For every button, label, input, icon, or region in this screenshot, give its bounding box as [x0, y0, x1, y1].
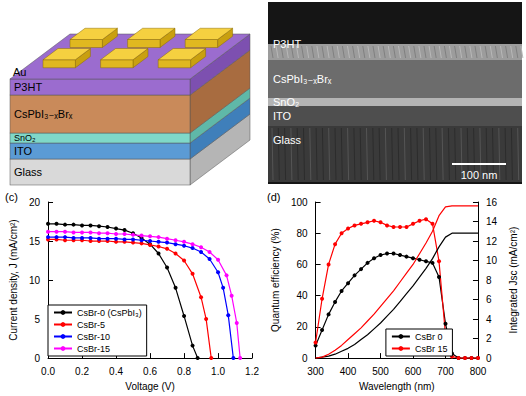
svg-text:10: 10 [486, 255, 498, 266]
svg-text:5: 5 [34, 314, 40, 325]
svg-text:1.2: 1.2 [245, 366, 259, 377]
svg-text:8: 8 [486, 275, 492, 286]
svg-text:0.4: 0.4 [109, 366, 123, 377]
svg-text:P3HT: P3HT [273, 38, 301, 50]
svg-text:600: 600 [405, 366, 422, 377]
svg-text:CsPbI₃₋ₓBrₓ: CsPbI₃₋ₓBrₓ [14, 108, 73, 120]
svg-text:20: 20 [296, 321, 308, 332]
svg-text:15: 15 [29, 236, 41, 247]
svg-text:20: 20 [29, 197, 41, 208]
svg-text:0: 0 [302, 353, 308, 364]
svg-text:Voltage (V): Voltage (V) [125, 381, 174, 392]
svg-text:2: 2 [486, 333, 492, 344]
svg-text:40: 40 [296, 290, 308, 301]
svg-text:0.0: 0.0 [41, 366, 55, 377]
svg-text:60: 60 [296, 259, 308, 270]
svg-text:0: 0 [486, 353, 492, 364]
svg-text:14: 14 [486, 216, 498, 227]
svg-text:Quantum efficiency (%): Quantum efficiency (%) [270, 228, 281, 332]
svg-text:0: 0 [34, 353, 40, 364]
svg-text:CsBr-15: CsBr-15 [77, 344, 110, 354]
svg-text:1.0: 1.0 [211, 366, 225, 377]
svg-text:0.8: 0.8 [177, 366, 191, 377]
svg-text:100: 100 [291, 197, 308, 208]
svg-text:ITO: ITO [273, 110, 292, 122]
svg-text:100 nm: 100 nm [461, 169, 498, 181]
svg-text:Current density, J (mA/cm²): Current density, J (mA/cm²) [8, 219, 19, 340]
svg-text:SnO₂: SnO₂ [273, 96, 299, 108]
svg-text:500: 500 [372, 366, 389, 377]
svg-text:Integrated Jsc (mA/cm²): Integrated Jsc (mA/cm²) [508, 227, 519, 334]
svg-text:(d): (d) [267, 191, 280, 203]
svg-text:6: 6 [486, 294, 492, 305]
svg-text:Wavelength (nm): Wavelength (nm) [359, 381, 435, 392]
svg-text:Au: Au [13, 66, 26, 78]
svg-text:Glass: Glass [14, 166, 43, 178]
svg-text:10: 10 [29, 275, 41, 286]
svg-text:80: 80 [296, 228, 308, 239]
svg-text:SnO₂: SnO₂ [14, 133, 36, 143]
svg-text:CsBr 0: CsBr 0 [415, 332, 443, 342]
svg-text:800: 800 [470, 366, 487, 377]
svg-text:0.6: 0.6 [143, 366, 157, 377]
svg-text:CsPbI₃₋ₓBrₓ: CsPbI₃₋ₓBrₓ [273, 73, 332, 85]
svg-text:Glass: Glass [273, 134, 302, 146]
svg-text:300: 300 [307, 366, 324, 377]
svg-text:700: 700 [437, 366, 454, 377]
svg-text:0.2: 0.2 [75, 366, 89, 377]
svg-text:16: 16 [486, 197, 498, 208]
svg-text:CsBr-10: CsBr-10 [77, 332, 110, 342]
svg-text:(c): (c) [5, 191, 18, 203]
svg-text:ITO: ITO [14, 145, 33, 157]
svg-text:CsBr-0 (CsPbI₃): CsBr-0 (CsPbI₃) [77, 308, 142, 318]
svg-text:P3HT: P3HT [14, 81, 42, 93]
svg-text:CsBr-5: CsBr-5 [77, 320, 105, 330]
svg-text:CsBr 15: CsBr 15 [415, 344, 448, 354]
svg-text:12: 12 [486, 236, 498, 247]
svg-text:4: 4 [486, 314, 492, 325]
svg-text:400: 400 [340, 366, 357, 377]
